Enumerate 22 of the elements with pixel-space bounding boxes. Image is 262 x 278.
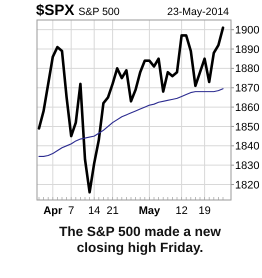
y-tick-label: 1880	[235, 63, 260, 76]
x-tick-label: May	[138, 205, 161, 217]
y-tick-label: 1850	[235, 121, 260, 134]
x-tick-label: 19	[198, 205, 211, 217]
x-tick-label: 12	[175, 205, 188, 217]
line-series	[38, 26, 224, 194]
chart-subtitle: S&P 500	[78, 6, 120, 18]
line-series	[38, 88, 224, 157]
x-tick-label: 21	[106, 205, 119, 217]
y-tick-label: 1820	[235, 179, 260, 192]
x-tick-label: Apr	[43, 205, 63, 217]
chart-title: $SPX	[36, 2, 74, 19]
y-tick-label: 1860	[235, 102, 260, 114]
x-tick-label: 7	[68, 205, 74, 217]
y-tick-label: 1890	[235, 44, 260, 56]
y-tick-label: 1830	[235, 160, 260, 172]
y-tick-label: 1840	[235, 140, 260, 153]
y-tick-label: 1870	[235, 82, 260, 95]
text: The S&P 500 made a new closing high Friday.	[59, 224, 222, 255]
x-tick-label: 14	[88, 205, 100, 217]
text: 23-May-2014	[167, 6, 230, 18]
y-tick-label: 1900	[235, 24, 260, 37]
